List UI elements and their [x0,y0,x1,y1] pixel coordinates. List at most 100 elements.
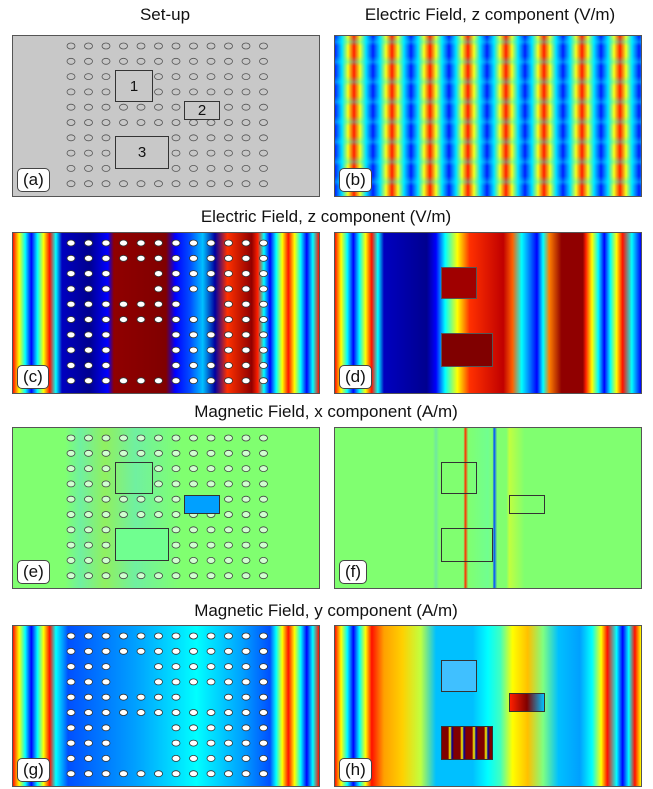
hole [155,679,163,685]
field-panel: (g) [12,625,320,787]
hole [242,573,250,579]
hole [260,89,268,95]
hole [190,527,198,533]
hole [225,58,233,64]
hole [120,378,128,384]
hole [85,771,93,777]
hole [67,557,75,563]
hole [207,317,215,323]
hole [85,527,93,533]
panel-title: Set-up [140,5,190,25]
hole [67,43,75,49]
hole [207,150,215,156]
hole [155,317,163,323]
hole [155,120,163,126]
hole [137,255,145,261]
hole [67,710,75,716]
hole [172,740,180,746]
hole [260,740,268,746]
hole [190,150,198,156]
hole [172,466,180,472]
hole [172,542,180,548]
hole [190,286,198,292]
hole [260,633,268,639]
region-box [441,528,493,562]
hole [67,104,75,110]
hole [225,664,233,670]
hole [260,135,268,141]
hole [242,347,250,353]
hole [260,181,268,187]
hole [137,58,145,64]
hole [190,771,198,777]
hole [85,150,93,156]
hole [225,710,233,716]
hole [260,120,268,126]
hole [172,725,180,731]
hole [102,710,110,716]
hole [172,74,180,80]
hole [242,362,250,368]
hole [207,362,215,368]
hole [190,755,198,761]
hole [85,89,93,95]
panel-label: (g) [17,758,50,782]
hole [137,104,145,110]
hole [102,104,110,110]
hole [207,135,215,141]
hole [260,679,268,685]
hole [242,664,250,670]
hole [242,542,250,548]
hole [225,496,233,502]
hole [120,240,128,246]
hole [190,255,198,261]
hole [85,633,93,639]
hole [260,496,268,502]
hole [155,573,163,579]
hole [102,771,110,777]
hole [85,679,93,685]
hole [102,435,110,441]
panel-label: (c) [17,365,49,389]
hole [207,89,215,95]
hole [207,557,215,563]
hole [190,332,198,338]
hole [190,435,198,441]
hole [85,286,93,292]
hole [260,573,268,579]
hole [85,648,93,654]
hole [67,301,75,307]
hole [102,332,110,338]
hole [172,89,180,95]
hole [85,332,93,338]
hole [85,271,93,277]
hole [85,496,93,502]
hole [260,466,268,472]
hole [207,181,215,187]
hole [242,181,250,187]
hole [207,74,215,80]
hole [85,725,93,731]
hole [67,362,75,368]
panel-label: (d) [339,365,372,389]
hole [155,435,163,441]
hole [155,378,163,384]
hole [242,317,250,323]
hole [225,74,233,80]
hole [102,301,110,307]
hole [207,120,215,126]
hole [190,725,198,731]
hole [225,481,233,487]
hole [260,710,268,716]
hole [102,450,110,456]
field-panel: (h) [334,625,642,787]
hole [172,165,180,171]
hole [207,435,215,441]
hole [260,58,268,64]
hole [207,271,215,277]
hole [190,648,198,654]
hole [85,378,93,384]
hole [172,347,180,353]
hole [172,378,180,384]
hole [137,512,145,518]
